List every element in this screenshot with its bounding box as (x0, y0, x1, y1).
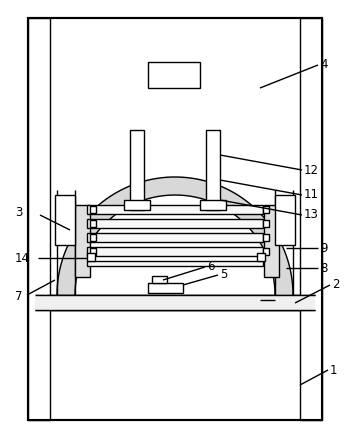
Bar (87, 233, 263, 242)
Bar (90, 248, 96, 255)
Text: 11: 11 (304, 188, 319, 201)
Bar (75, 205, 90, 277)
Bar (28, 18, 50, 420)
Text: 14: 14 (15, 252, 30, 265)
Bar (87, 253, 95, 261)
Text: 3: 3 (15, 207, 22, 219)
Bar (55, 195, 75, 245)
Bar (200, 200, 226, 210)
Bar (152, 276, 167, 283)
Bar (263, 206, 269, 213)
Bar (264, 205, 279, 277)
Text: 5: 5 (220, 269, 228, 282)
Text: 9: 9 (320, 242, 328, 255)
Bar (87, 247, 263, 256)
Bar (87, 205, 263, 214)
Bar (130, 130, 144, 210)
Polygon shape (57, 177, 293, 295)
Bar (257, 253, 265, 261)
Bar (148, 283, 183, 293)
Bar (263, 234, 269, 241)
Text: 4: 4 (320, 58, 328, 72)
Bar (124, 200, 150, 210)
Bar (87, 219, 263, 228)
Bar (148, 62, 200, 88)
Bar (35, 295, 315, 310)
Bar (90, 206, 96, 213)
Text: 2: 2 (332, 279, 340, 292)
Bar (300, 18, 322, 420)
Text: 1: 1 (330, 364, 337, 377)
Text: 8: 8 (320, 262, 327, 275)
Bar (90, 234, 96, 241)
Text: 12: 12 (304, 164, 319, 177)
Bar (263, 220, 269, 227)
Bar (35, 295, 315, 310)
Bar (87, 261, 263, 266)
Text: 13: 13 (304, 208, 319, 221)
Polygon shape (57, 295, 75, 297)
Bar (90, 220, 96, 227)
Bar (206, 130, 220, 210)
Bar (28, 18, 322, 420)
Bar (275, 195, 295, 245)
Text: 7: 7 (15, 290, 22, 303)
Text: 6: 6 (207, 260, 215, 273)
Bar (28, 18, 322, 420)
Polygon shape (275, 295, 293, 297)
Bar (263, 248, 269, 255)
